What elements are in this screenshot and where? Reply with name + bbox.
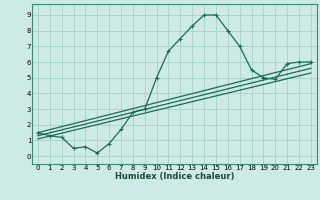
X-axis label: Humidex (Indice chaleur): Humidex (Indice chaleur) (115, 172, 234, 181)
